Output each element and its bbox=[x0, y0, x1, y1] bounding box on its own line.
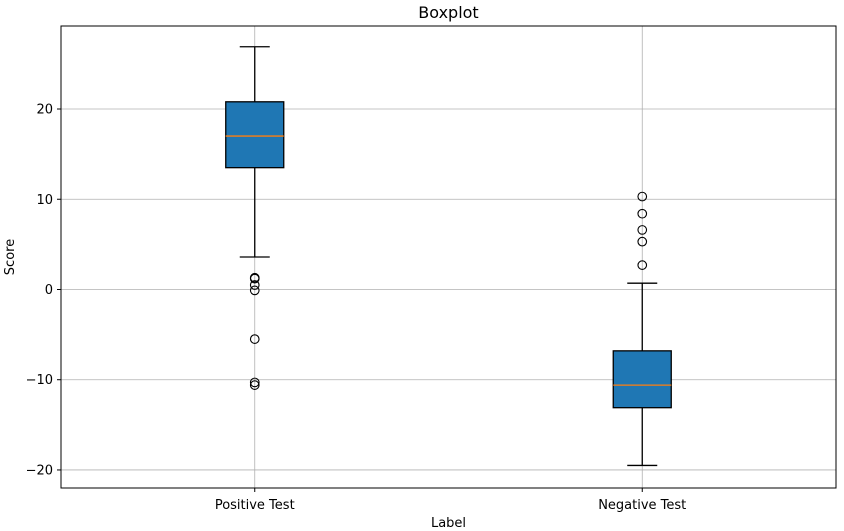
outlier-point bbox=[249, 380, 260, 390]
axis-ticks: −20 −10 0 10 20 Positive Test Negative Test bbox=[26, 103, 687, 513]
outlier-point bbox=[637, 236, 648, 247]
x-tick-label: Positive Test bbox=[215, 498, 295, 513]
box-iqr bbox=[612, 350, 672, 409]
boxes bbox=[225, 46, 672, 467]
y-tick-label: −20 bbox=[26, 463, 53, 478]
chart-title: Boxplot bbox=[418, 3, 478, 22]
y-tick-label: 20 bbox=[36, 103, 53, 118]
outlier-point bbox=[637, 208, 648, 219]
y-tick-label: 0 bbox=[45, 283, 53, 298]
outlier-point bbox=[249, 280, 260, 290]
box-iqr bbox=[225, 101, 285, 169]
box-0 bbox=[225, 46, 285, 390]
outlier-point bbox=[637, 260, 648, 270]
plot-frame bbox=[60, 25, 837, 489]
outlier-point bbox=[637, 191, 648, 202]
outlier-point bbox=[249, 377, 260, 388]
y-tick-label: −10 bbox=[26, 373, 53, 388]
outlier-point bbox=[249, 334, 260, 344]
x-axis-label: Label bbox=[431, 516, 466, 531]
outlier-point bbox=[249, 285, 260, 296]
x-tick-label: Negative Test bbox=[598, 498, 686, 513]
y-axis-label: Score bbox=[3, 239, 18, 275]
box-1 bbox=[612, 191, 672, 467]
outlier-point bbox=[637, 225, 648, 235]
grid bbox=[61, 26, 836, 488]
outlier-point bbox=[249, 273, 260, 284]
y-tick-label: 10 bbox=[36, 193, 53, 208]
